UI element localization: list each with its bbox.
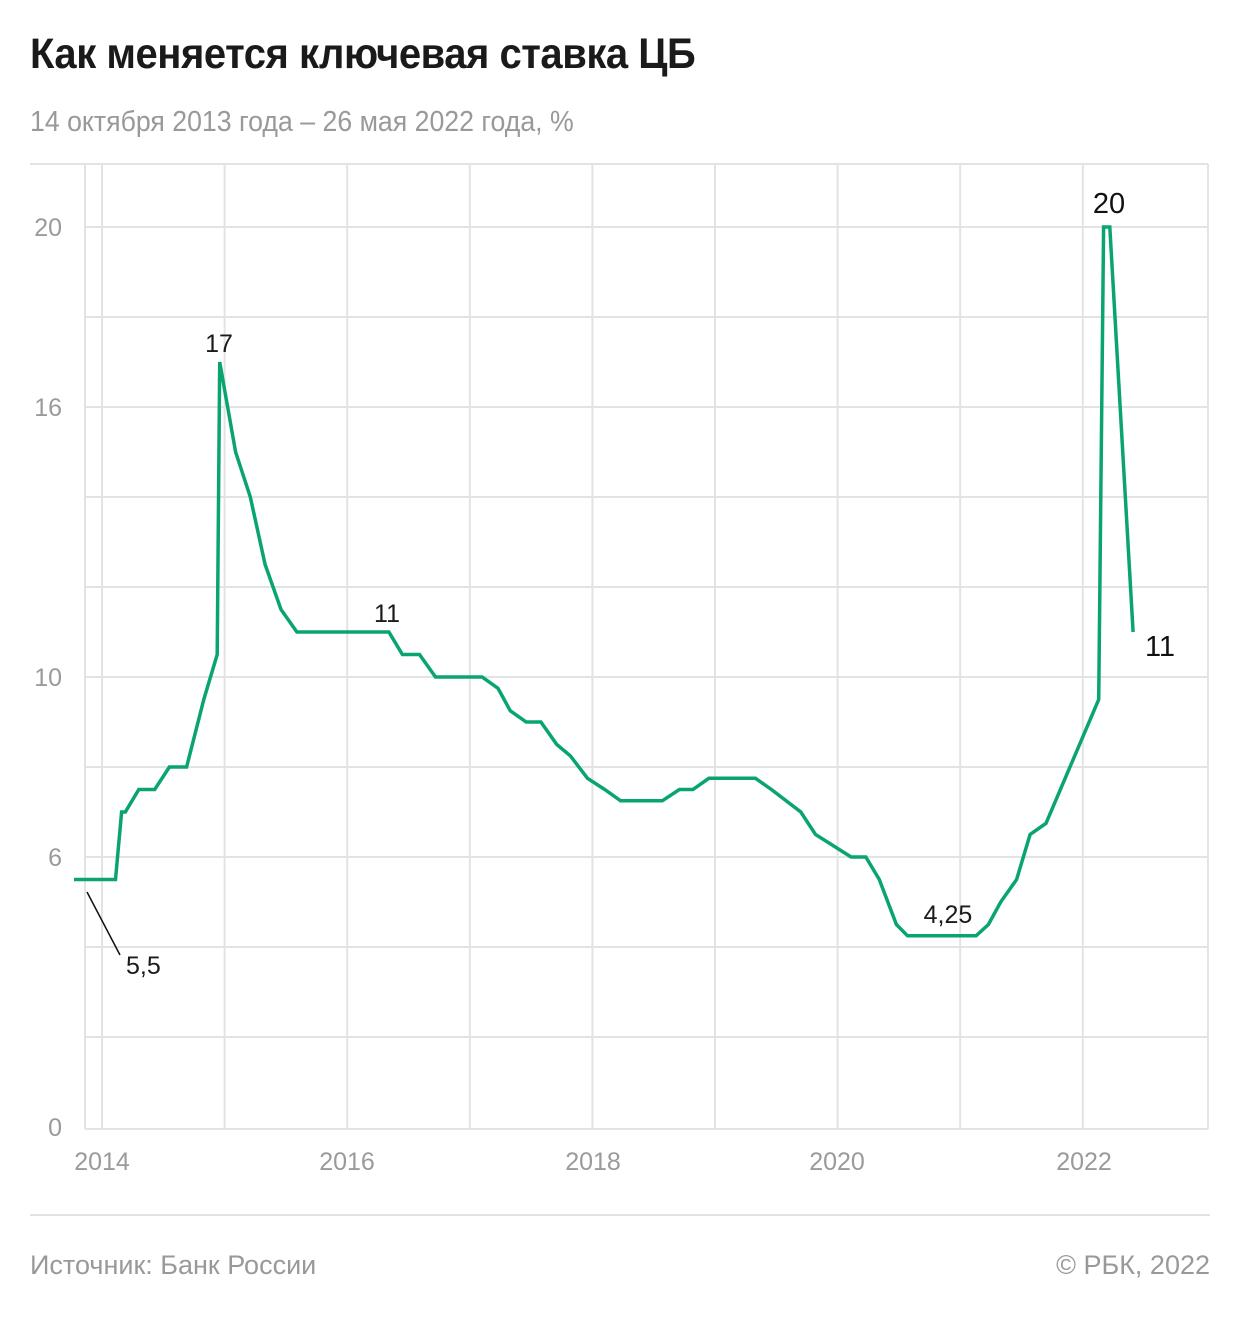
annotation-peak-2014: 17 <box>205 330 233 358</box>
x-axis-labels: 2014 2016 2018 2020 2022 <box>74 1148 1112 1176</box>
chart-title: Как меняется ключевая ставка ЦБ <box>30 30 696 78</box>
y-tick-label: 20 <box>34 214 62 242</box>
y-tick-label: 10 <box>34 664 62 692</box>
annotation-2016-value: 11 <box>374 600 400 628</box>
annotation-peak-2022: 20 <box>1093 188 1125 220</box>
x-tick-label: 2014 <box>74 1148 130 1176</box>
y-axis-labels: 0 6 10 16 20 <box>34 214 62 1142</box>
annotations: 5,5 17 11 4,25 20 11 <box>86 188 1175 980</box>
y-tick-label: 6 <box>48 844 62 872</box>
key-rate-line <box>74 225 1135 938</box>
copyright-note: © РБК, 2022 <box>1056 1250 1210 1280</box>
annotation-start-value: 5,5 <box>126 952 161 980</box>
y-tick-label: 0 <box>48 1114 62 1142</box>
line-chart: 0 6 10 16 20 2014 2016 2018 2020 2022 5,… <box>30 163 1209 1176</box>
x-tick-label: 2018 <box>565 1148 621 1176</box>
chart-subtitle: 14 октября 2013 года – 26 мая 2022 года,… <box>30 106 574 138</box>
x-tick-label: 2020 <box>809 1148 865 1176</box>
annotation-callout-line <box>86 891 121 956</box>
footer-divider <box>30 1214 1210 1216</box>
annotation-current-value: 11 <box>1145 631 1175 663</box>
y-tick-label: 16 <box>34 394 62 422</box>
source-note: Источник: Банк России <box>30 1250 317 1280</box>
grid <box>30 163 1209 1130</box>
x-tick-label: 2016 <box>319 1148 375 1176</box>
annotation-min-value: 4,25 <box>924 901 973 929</box>
x-tick-label: 2022 <box>1056 1148 1112 1176</box>
